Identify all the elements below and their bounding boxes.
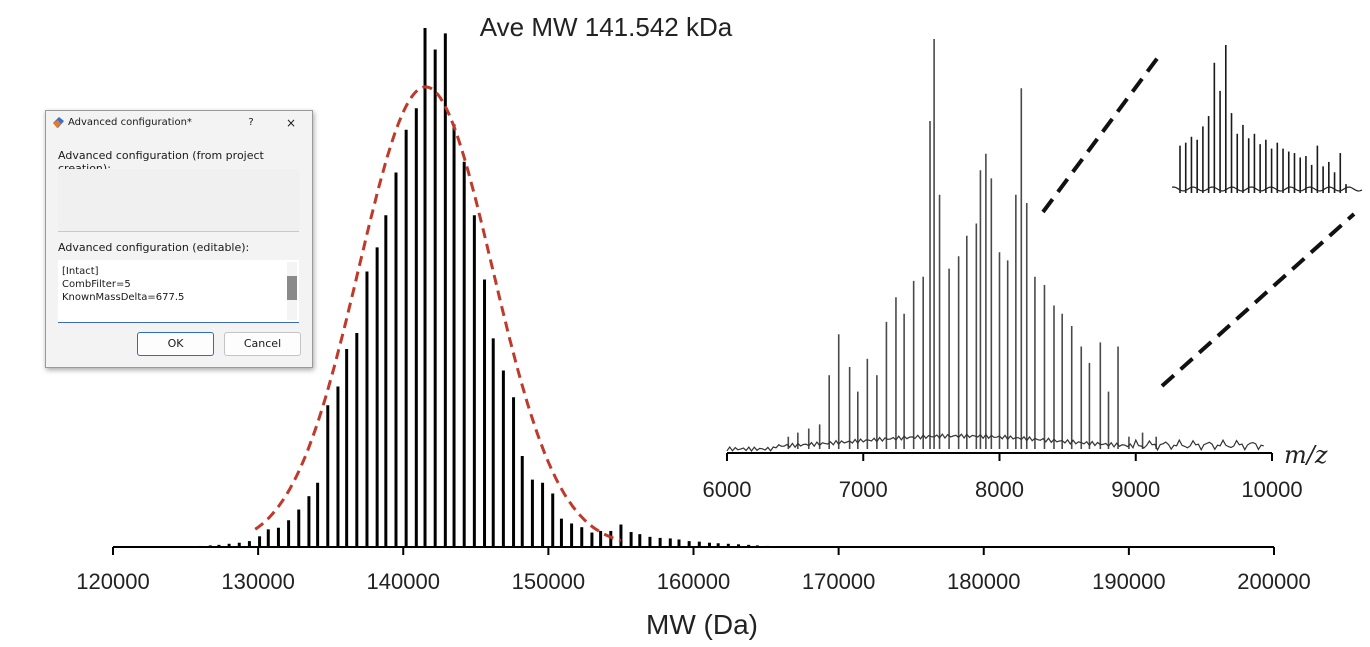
ok-button[interactable]: OK (137, 332, 214, 356)
editable-label: Advanced configuration (editable): (58, 241, 250, 254)
mz-tick-label-1: 7000 (839, 477, 888, 502)
dialog-title-bar: Advanced configuration* ? × (46, 111, 312, 135)
mw-tick-label-3: 150000 (512, 569, 585, 594)
mw-tick-label-0: 120000 (76, 569, 149, 594)
mw-tick-label-7: 190000 (1092, 569, 1165, 594)
mz-tick-label-3: 9000 (1111, 477, 1160, 502)
mz-tick-label-0: 6000 (703, 477, 752, 502)
mz-tick-label-2: 8000 (975, 477, 1024, 502)
zoom-guide-line-top (1041, 50, 1164, 214)
mz-spectrum-inset: 6000 7000 8000 9000 10000 m/z (703, 39, 1328, 502)
zoomed-spectrum-baseline (1171, 186, 1363, 192)
mz-spectrum-baseline (726, 433, 1264, 453)
mw-peak-bars (198, 28, 770, 547)
mw-tick-label-8: 200000 (1237, 569, 1310, 594)
mw-tick-label-4: 160000 (657, 569, 730, 594)
mw-x-ticks: 120000 130000 140000 150000 160000 170000 1800… (76, 547, 1311, 594)
mw-tick-label-2: 140000 (367, 569, 440, 594)
editable-config-text: [Intact] CombFilter=5 KnownMassDelta=677… (62, 266, 185, 303)
close-icon[interactable]: × (285, 116, 297, 130)
gaussian-fit-curve (254, 85, 622, 543)
mz-spectrum-peaks (787, 39, 1157, 449)
textarea-scrollbar[interactable] (287, 262, 297, 320)
mz-axis-label: m/z (1284, 441, 1328, 469)
chart-title: Ave MW 141.542 kDa (480, 12, 733, 42)
cancel-button[interactable]: Cancel (224, 332, 301, 356)
help-button[interactable]: ? (248, 117, 254, 128)
zoomed-spectrum-peaks (1179, 45, 1347, 193)
zoomed-spectrum-inset (1171, 45, 1363, 193)
mz-tick-label-4: 10000 (1241, 477, 1302, 502)
zoom-guide-line-bottom (1160, 212, 1356, 388)
scrollbar-thumb[interactable] (287, 276, 297, 300)
advanced-configuration-dialog: Advanced configuration* ? × Advanced con… (45, 110, 313, 368)
mz-x-ticks: 6000 7000 8000 9000 10000 (703, 453, 1303, 502)
app-logo-icon (53, 117, 64, 128)
mw-tick-label-6: 180000 (947, 569, 1020, 594)
mw-axis-label: MW (Da) (646, 609, 758, 640)
dialog-title: Advanced configuration* (68, 117, 192, 128)
editable-config-textarea[interactable]: [Intact] CombFilter=5 KnownMassDelta=677… (58, 260, 299, 323)
deconvoluted-mw-chart: 120000 130000 140000 150000 160000 170000 1800… (76, 12, 1310, 640)
mw-tick-label-1: 130000 (221, 569, 294, 594)
mw-tick-label-5: 170000 (802, 569, 875, 594)
from-creation-readonly-box (58, 169, 299, 232)
